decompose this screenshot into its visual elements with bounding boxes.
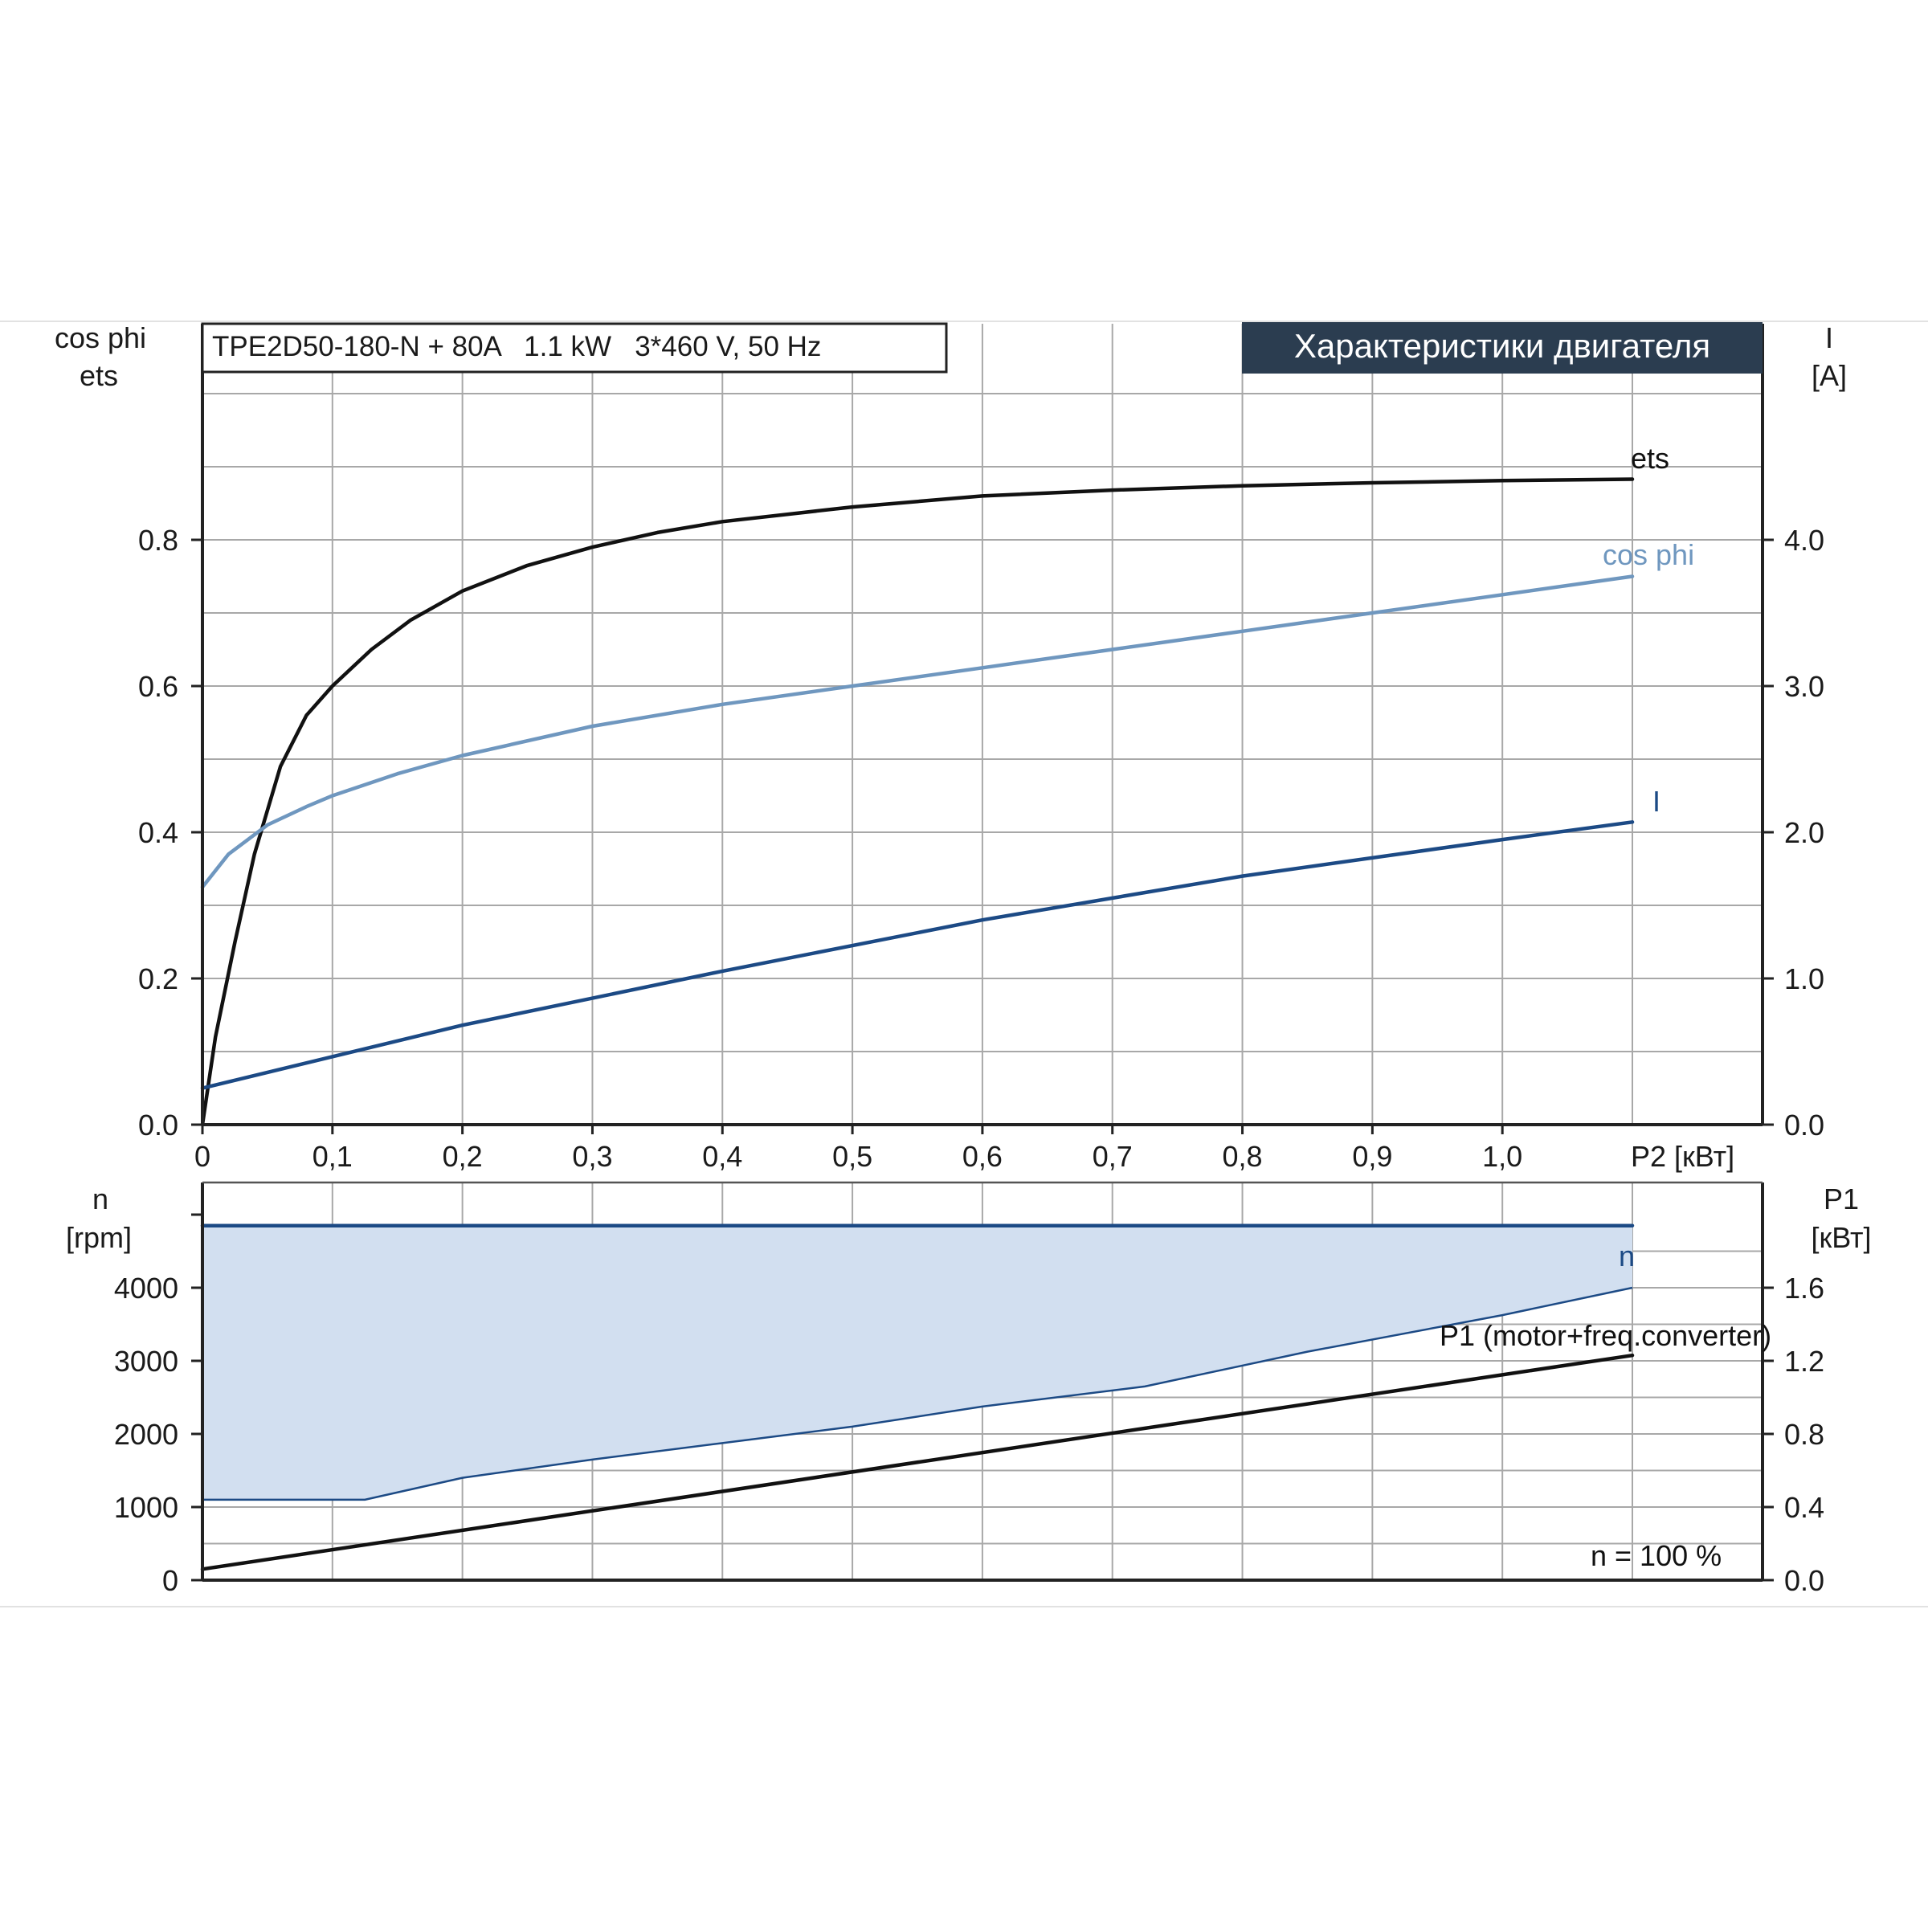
upper-grid bbox=[202, 324, 1763, 1125]
series-label-current: I bbox=[1652, 785, 1660, 818]
x-tick-label: 1,0 bbox=[1482, 1140, 1522, 1173]
x-tick-label: 0,5 bbox=[832, 1140, 872, 1173]
upper-left-axis-title-2: ets bbox=[80, 359, 118, 392]
ets-curve bbox=[200, 477, 1635, 1127]
lower-right-tick-label: 0.4 bbox=[1784, 1491, 1824, 1524]
upper-right-tick-label: 1.0 bbox=[1784, 962, 1824, 995]
series-label-p1: P1 (motor+freq.converter) bbox=[1440, 1319, 1771, 1352]
lower-series-layer bbox=[200, 1223, 1635, 1571]
series-label-speed: n bbox=[1619, 1240, 1635, 1272]
upper-left-tick-label: 0.4 bbox=[138, 816, 178, 849]
x-tick-label: 0,3 bbox=[572, 1140, 612, 1173]
x-axis-title: P2 [кВт] bbox=[1631, 1140, 1734, 1173]
lower-right-axis-title-2: [кВт] bbox=[1811, 1221, 1871, 1254]
lower-left-tick-label: 3000 bbox=[114, 1345, 178, 1378]
upper-right-axis-title-1: I bbox=[1825, 321, 1833, 354]
current-curve bbox=[200, 820, 1635, 1090]
speed-band-lower-edge bbox=[202, 1286, 1633, 1501]
lower-left-tick-label: 4000 bbox=[114, 1272, 178, 1305]
x-tick-label: 0,4 bbox=[702, 1140, 742, 1173]
p1-curve bbox=[200, 1353, 1635, 1571]
x-tick-label: 0,1 bbox=[312, 1140, 353, 1173]
x-tick-label: 0,2 bbox=[443, 1140, 483, 1173]
upper-right-tick-label: 4.0 bbox=[1784, 524, 1824, 557]
tick-labels-layer: 0 0,1 0,2 0,3 0,4 0,5 0,6 0,7 0,8 0,9 1,0 0.0 0.2 0.4… bbox=[114, 524, 1824, 1597]
lower-left-tick-label: 0 bbox=[162, 1564, 178, 1597]
lower-left-axis-title-2: [rpm] bbox=[66, 1221, 132, 1254]
series-label-ets: ets bbox=[1631, 442, 1669, 475]
lower-left-tick-label: 2000 bbox=[114, 1418, 178, 1451]
chart-title-box bbox=[1242, 322, 1763, 374]
upper-left-tick-label: 0.6 bbox=[138, 670, 178, 703]
cos-phi-curve bbox=[200, 574, 1635, 889]
x-tick-label: 0,6 bbox=[962, 1140, 1003, 1173]
upper-right-axis-title-2: [A] bbox=[1812, 359, 1847, 392]
upper-series-layer bbox=[200, 477, 1635, 1127]
x-tick-label: 0,8 bbox=[1223, 1140, 1263, 1173]
lower-left-axis-title-1: n bbox=[92, 1182, 108, 1215]
x-tick-label: 0 bbox=[194, 1140, 210, 1173]
upper-left-axis-title-1: cos phi bbox=[55, 321, 146, 354]
upper-left-tick-label: 0.2 bbox=[138, 962, 178, 995]
lower-right-tick-label: 1.6 bbox=[1784, 1272, 1824, 1305]
upper-left-tick-label: 0.8 bbox=[138, 524, 178, 557]
lower-right-tick-label: 0.8 bbox=[1784, 1418, 1824, 1451]
x-tick-label: 0,9 bbox=[1352, 1140, 1392, 1173]
lower-right-tick-label: 0.0 bbox=[1784, 1564, 1824, 1597]
x-tick-label: 0,7 bbox=[1093, 1140, 1133, 1173]
series-label-cos-phi: cos phi bbox=[1603, 538, 1694, 571]
upper-right-tick-label: 2.0 bbox=[1784, 816, 1824, 849]
lower-right-tick-label: 1.2 bbox=[1784, 1345, 1824, 1378]
upper-left-tick-label: 0.0 bbox=[138, 1109, 178, 1142]
lower-left-tick-label: 1000 bbox=[114, 1491, 178, 1524]
upper-right-tick-label: 0.0 bbox=[1784, 1109, 1824, 1142]
chart-title: Характеристики двигателя bbox=[1294, 327, 1710, 365]
model-label: TPE2D50-180-N + 80A 1.1 kW 3*460 V, 50 H… bbox=[212, 331, 821, 362]
speed-band-area bbox=[202, 1225, 1632, 1500]
upper-right-tick-label: 3.0 bbox=[1784, 670, 1824, 703]
speed-annotation: n = 100 % bbox=[1591, 1539, 1722, 1572]
model-label-box bbox=[201, 322, 948, 374]
lower-right-axis-title-1: P1 bbox=[1824, 1182, 1859, 1215]
speed-band-layer bbox=[202, 1225, 1633, 1501]
